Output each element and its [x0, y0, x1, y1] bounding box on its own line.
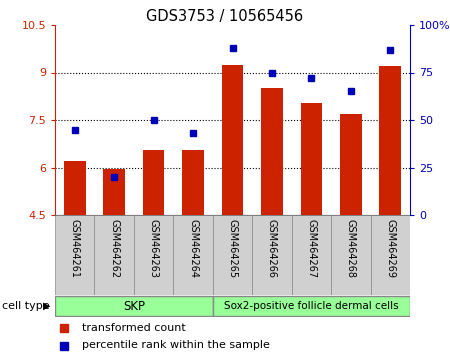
Bar — [301, 103, 322, 215]
Bar — [143, 150, 164, 215]
Bar — [134, 215, 173, 295]
Text: GSM464264: GSM464264 — [188, 219, 198, 278]
Bar — [261, 88, 283, 215]
Text: GSM464261: GSM464261 — [70, 219, 80, 278]
Bar — [213, 296, 410, 316]
Text: GDS3753 / 10565456: GDS3753 / 10565456 — [146, 9, 304, 24]
Bar — [55, 215, 94, 295]
Bar — [55, 296, 213, 316]
Text: percentile rank within the sample: percentile rank within the sample — [82, 341, 270, 350]
Text: GSM464263: GSM464263 — [148, 219, 158, 278]
Text: cell type: cell type — [2, 301, 50, 311]
Text: GSM464269: GSM464269 — [385, 219, 395, 278]
Text: GSM464266: GSM464266 — [267, 219, 277, 278]
Text: GSM464265: GSM464265 — [228, 219, 238, 278]
Bar — [182, 150, 204, 215]
Text: ▶: ▶ — [43, 301, 50, 311]
Text: SKP: SKP — [123, 299, 145, 313]
Text: GSM464268: GSM464268 — [346, 219, 356, 278]
Text: Sox2-positive follicle dermal cells: Sox2-positive follicle dermal cells — [224, 301, 399, 311]
Bar — [104, 169, 125, 215]
Bar — [379, 66, 401, 215]
Bar — [340, 114, 362, 215]
Bar — [222, 64, 243, 215]
Bar — [173, 215, 213, 295]
Bar — [370, 215, 410, 295]
Text: GSM464267: GSM464267 — [306, 219, 316, 278]
Bar — [94, 215, 134, 295]
Text: transformed count: transformed count — [82, 322, 186, 333]
Bar — [213, 215, 252, 295]
Text: GSM464262: GSM464262 — [109, 219, 119, 278]
Bar — [331, 215, 370, 295]
Bar — [292, 215, 331, 295]
Bar — [252, 215, 292, 295]
Bar — [64, 161, 86, 215]
